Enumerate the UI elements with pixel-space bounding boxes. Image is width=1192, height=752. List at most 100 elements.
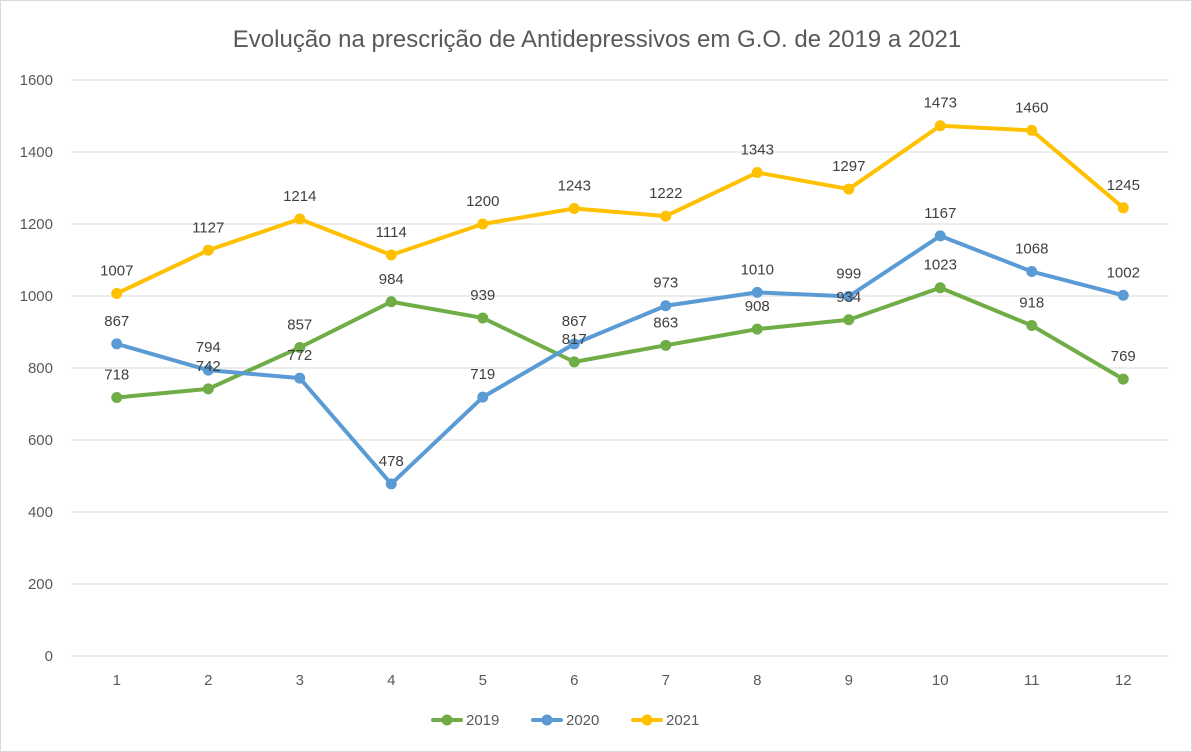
y-tick-label: 200 (28, 576, 53, 593)
data-point (202, 383, 214, 395)
x-axis-ticks: 1 2 3 4 5 6 7 8 9 10 11 12 (113, 672, 1132, 689)
data-label: 718 (104, 367, 129, 384)
series-layer (111, 120, 1129, 490)
data-point (568, 338, 580, 350)
data-point (568, 203, 580, 215)
data-point (843, 314, 855, 326)
y-tick-label: 600 (28, 432, 53, 449)
data-label: 1343 (741, 142, 774, 159)
data-label: 1023 (924, 257, 957, 274)
data-label: 1214 (283, 188, 316, 205)
x-tick-label: 10 (932, 672, 949, 689)
data-point (1026, 124, 1038, 136)
data-label: 867 (562, 313, 587, 330)
data-point (111, 338, 123, 350)
data-label: 863 (653, 314, 678, 331)
data-label: 1068 (1015, 241, 1048, 258)
data-point (477, 312, 489, 324)
y-tick-label: 400 (28, 504, 53, 521)
x-tick-label: 2 (204, 672, 212, 689)
data-label: 1127 (192, 219, 224, 236)
data-label: 857 (287, 316, 312, 333)
data-point (751, 167, 763, 179)
data-label: 769 (1111, 348, 1136, 365)
data-point (751, 323, 763, 335)
y-axis-ticks: 0 200 400 600 800 1000 1200 1400 1600 (20, 72, 53, 665)
series-line-2021 (114, 123, 1126, 296)
data-point (111, 287, 123, 299)
data-label: 1222 (649, 185, 682, 202)
data-point (202, 244, 214, 256)
x-tick-label: 3 (296, 672, 304, 689)
data-label: 794 (196, 339, 221, 356)
data-label: 1245 (1107, 177, 1140, 194)
x-tick-label: 1 (113, 672, 121, 689)
x-tick-label: 7 (662, 672, 670, 689)
data-point (385, 249, 397, 261)
data-point (1117, 202, 1129, 214)
data-label: 973 (653, 275, 678, 292)
data-label: 1007 (100, 262, 133, 279)
series-line-2020 (114, 233, 1126, 486)
x-tick-label: 12 (1115, 672, 1132, 689)
data-label: 1002 (1107, 264, 1140, 281)
series-2020 (111, 230, 1129, 490)
y-tick-label: 1000 (20, 288, 53, 305)
gridlines (71, 79, 1169, 657)
data-label: 1114 (376, 224, 407, 241)
data-point (1026, 320, 1038, 332)
data-point (385, 296, 397, 308)
y-tick-label: 1400 (20, 144, 53, 161)
legend-label-2019: 2019 (466, 712, 499, 729)
data-label: 478 (379, 453, 404, 470)
series-2021 (111, 120, 1129, 299)
data-label: 1297 (832, 158, 865, 175)
y-tick-label: 1200 (20, 216, 53, 233)
legend-label-2020: 2020 (566, 712, 599, 729)
data-label: 984 (379, 271, 404, 288)
data-point (843, 183, 855, 195)
data-point (660, 339, 672, 351)
data-point (934, 120, 946, 132)
data-point (477, 391, 489, 403)
series-line-2019 (114, 285, 1126, 400)
data-label: 918 (1019, 295, 1044, 312)
x-tick-label: 5 (479, 672, 487, 689)
data-label: 1200 (466, 193, 499, 210)
data-point (843, 290, 855, 302)
data-point (202, 364, 214, 376)
data-point (294, 341, 306, 353)
legend: 2019 2020 2021 (431, 712, 699, 729)
data-labels: 718 742 857 984 939 817 863 908 934 1023 918 769 867… (100, 95, 1140, 470)
data-point (934, 282, 946, 294)
data-label: 742 (196, 358, 221, 375)
data-label: 817 (562, 331, 587, 348)
data-label: 1243 (558, 178, 591, 195)
legend-marker-2021 (641, 714, 653, 726)
data-point (1026, 266, 1038, 278)
data-point (660, 210, 672, 222)
data-point (751, 286, 763, 298)
data-label: 1473 (924, 95, 957, 112)
data-point (934, 230, 946, 242)
legend-marker-2020 (541, 714, 553, 726)
data-label: 908 (745, 298, 770, 315)
y-tick-label: 800 (28, 360, 53, 377)
data-label: 1460 (1015, 99, 1048, 116)
data-label: 1010 (741, 261, 774, 278)
data-label: 1167 (924, 205, 956, 222)
data-label: 999 (836, 265, 861, 282)
data-label: 772 (287, 347, 312, 364)
legend-label-2021: 2021 (666, 712, 699, 729)
y-tick-label: 1600 (20, 72, 53, 89)
x-tick-label: 4 (387, 672, 395, 689)
data-label: 867 (104, 313, 129, 330)
x-tick-label: 11 (1024, 672, 1040, 689)
data-label: 939 (470, 287, 495, 304)
data-point (660, 300, 672, 312)
data-label: 934 (836, 289, 861, 306)
data-point (385, 478, 397, 490)
y-tick-label: 0 (45, 648, 53, 665)
